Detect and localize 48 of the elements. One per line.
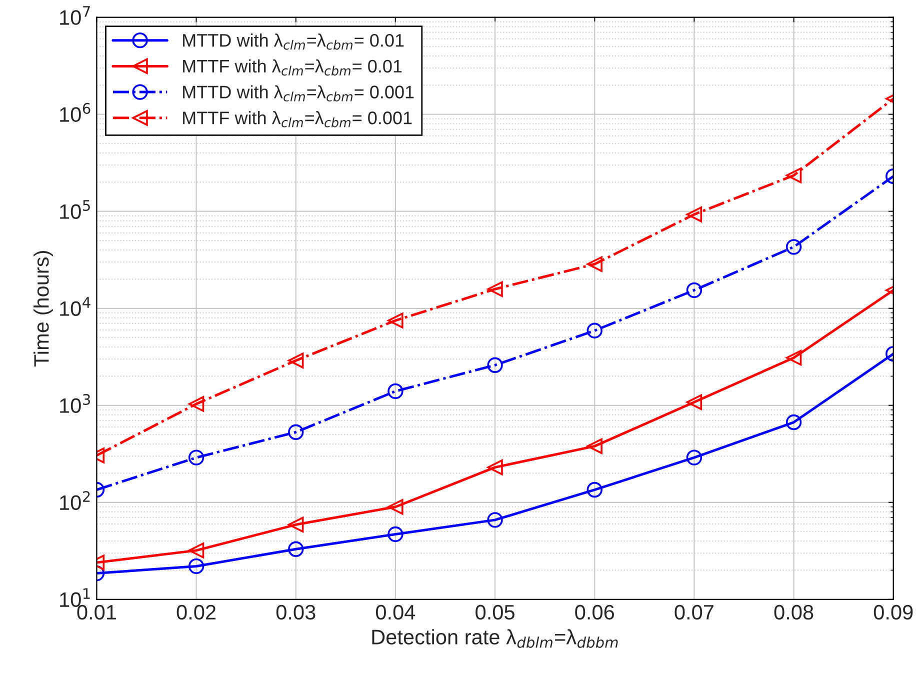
y-tick-label: 10$^{5}$ [60,200,90,219]
legend-label: MTTF with λ$_{clm}$=λ$_{cbm}$= 0.001 [183,111,412,128]
point [388,383,404,400]
x-axis-title: Detection rate λ$_{dblm}$=λ$_{dbbm}$ [372,629,618,648]
point [487,459,503,476]
point [786,414,802,430]
point [188,558,204,574]
legend-label: MTTF with λ$_{clm}$=λ$_{cbm}$= 0.01 [183,59,402,76]
y-tick-label: 10$^{3}$ [60,394,90,413]
x-tick-label: 0.09 [874,604,913,620]
y-tick-label: 10$^{2}$ [60,491,90,510]
point [388,312,404,328]
y-tick-label: 10$^{6}$ [60,102,90,122]
point [288,541,304,557]
x-tick-label: 0.07 [674,604,714,620]
y-tick-label: 10$^{7}$ [60,6,90,25]
point [188,396,204,412]
point [288,424,304,440]
point [686,394,702,410]
point [288,352,304,368]
point [487,512,503,528]
y-axis-title: Time (hours) [34,251,53,367]
x-tick-label: 0.02 [176,604,216,620]
point [686,450,702,466]
point [686,282,702,298]
point [786,350,802,366]
point [388,499,404,515]
x-tick-label: 0.05 [476,604,514,620]
legend-label: MTTD with λ$_{clm}$=λ$_{cbm}$= 0.001 [183,85,414,102]
point [188,450,204,466]
x-tick-label: 0.03 [276,604,316,620]
x-tick-label: 0.06 [575,604,614,620]
y-tick-label: 10$^{4}$ [60,297,90,316]
point [586,256,602,272]
point [586,438,602,454]
point [388,526,404,542]
point [487,281,503,297]
point [586,322,602,338]
point [586,482,602,498]
point [786,239,802,255]
point [487,357,503,373]
x-tick-label: 0.08 [774,604,814,620]
point [188,542,204,558]
legend-label: MTTD with λ$_{clm}$=λ$_{cbm}$= 0.01 [183,33,404,50]
point [288,516,304,533]
point [786,168,802,184]
point [686,206,702,222]
x-tick-label: 0.04 [376,604,416,620]
